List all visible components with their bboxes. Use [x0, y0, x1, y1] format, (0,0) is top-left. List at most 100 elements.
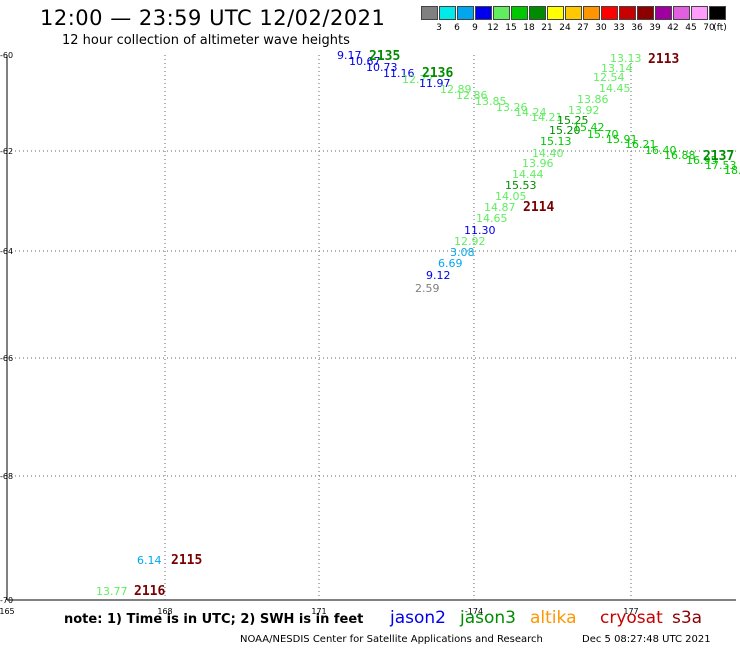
lon-label: -174 [465, 607, 483, 616]
scale-label: 42 [667, 23, 679, 33]
swh-observation-label: 16.95 [686, 154, 718, 167]
credit-line: NOAA/NESDIS Center for Satellite Applica… [240, 634, 543, 645]
scale-swatch [655, 6, 672, 20]
pass-id-label: 2113 [648, 52, 679, 67]
scale-label: 6 [454, 23, 460, 33]
swh-observation-label: 13.92 [568, 104, 600, 117]
scale-label: 45 [685, 23, 697, 33]
page-subtitle: 12 hour collection of altimeter wave hei… [62, 33, 350, 48]
swh-observation-label: 14.05 [495, 190, 527, 203]
scale-label: 27 [577, 23, 589, 33]
satellite-cryosat: cryosat [600, 608, 663, 628]
scale-label: 24 [559, 23, 571, 33]
scale-label: 3 [436, 23, 442, 33]
swh-observation-label: 14.40 [532, 147, 564, 160]
lon-label: 168 [157, 607, 172, 616]
lat-label: -70 [0, 596, 13, 605]
swh-observation-label: 6.14 [137, 554, 162, 567]
swh-observation-label: 13.85 [475, 95, 507, 108]
scale-swatch [601, 6, 618, 20]
scale-swatch [547, 6, 564, 20]
swh-observation-label: 12.54 [593, 71, 625, 84]
lat-label: -60 [0, 51, 13, 60]
pass-id-label: 2114 [523, 200, 554, 215]
swh-observation-label: 14.21 [531, 111, 563, 124]
swh-observation-label: 2.59 [415, 282, 440, 295]
scale-swatch [529, 6, 546, 20]
scale-swatch [457, 6, 474, 20]
swh-observation-label: 9.12 [426, 269, 451, 282]
generated-timestamp: Dec 5 08:27:48 UTC 2021 [582, 634, 711, 645]
swh-observation-label: 11.16 [383, 67, 415, 80]
scale-label: 30 [595, 23, 607, 33]
page-title: 12:00 — 23:59 UTC 12/02/2021 [40, 6, 386, 30]
scale-label: 39 [649, 23, 661, 33]
swh-observation-label: 14.65 [476, 212, 508, 225]
footer-note: note: 1) Time is in UTC; 2) SWH is in fe… [64, 612, 364, 627]
swh-observation-label: 15.25 [557, 114, 589, 127]
scale-swatch [475, 6, 492, 20]
pass-id-label: 2116 [134, 584, 165, 599]
swh-observation-label: 14.45 [599, 82, 631, 95]
scale-label: 21 [541, 23, 553, 33]
swh-observation-label: 12.92 [454, 235, 486, 248]
swh-observation-label: 18. [724, 164, 740, 177]
swh-observation-label: 15.70 [587, 128, 619, 141]
scale-swatch [673, 6, 690, 20]
swh-observation-label: 11.30 [464, 224, 496, 237]
lat-label: -62 [0, 147, 13, 156]
swh-observation-label: 13.13 [610, 52, 642, 65]
swh-observation-label: 13.14 [601, 62, 633, 75]
satellite-jason3: jason3 [460, 608, 516, 628]
scale-swatch [421, 6, 438, 20]
swh-observation-label: 13.86 [577, 93, 609, 106]
scale-label: 9 [472, 23, 478, 33]
swh-observation-label: 12.86 [456, 89, 488, 102]
lat-label: -64 [0, 247, 13, 256]
swh-observation-label: 15.42 [573, 121, 605, 134]
swh-observation-label: 15.13 [540, 135, 572, 148]
lon-label: 165 [0, 607, 15, 616]
scale-label: 18 [523, 23, 535, 33]
swh-observation-label: 12.89 [440, 83, 472, 96]
swh-observation-label: 14.24 [515, 106, 547, 119]
scale-label: 36 [631, 23, 643, 33]
scale-swatch [637, 6, 654, 20]
scale-swatch [709, 6, 726, 20]
satellite-altika: altika [530, 608, 577, 628]
pass-id-label: 2135 [369, 49, 400, 64]
lat-label: -66 [0, 354, 13, 363]
swh-observation-label: 10.73 [366, 61, 398, 74]
swh-observation-label: 11.97 [419, 77, 451, 90]
scale-label: 15 [505, 23, 517, 33]
swh-observation-label: 16.21 [625, 138, 657, 151]
scale-swatch [691, 6, 708, 20]
scale-swatch [619, 6, 636, 20]
scale-label: 12 [487, 23, 499, 33]
swh-observation-label: 17.53 [705, 159, 737, 172]
swh-observation-label: 13.77 [96, 585, 128, 598]
swh-observation-label: 16.88 [664, 149, 696, 162]
scale-swatch [565, 6, 582, 20]
swh-observation-label: 15.91 [606, 133, 638, 146]
swh-observation-label: 10.67 [349, 55, 381, 68]
lon-label: 171 [311, 607, 326, 616]
scale-swatch [583, 6, 600, 20]
pass-id-label: 2136 [422, 66, 453, 81]
swh-observation-label: 12.77 [402, 73, 434, 86]
scale-label: 70 [703, 23, 715, 33]
lon-label: 177 [623, 607, 638, 616]
scale-swatch [511, 6, 528, 20]
pass-id-label: 2115 [171, 553, 202, 568]
swh-observation-label: 6.69 [438, 257, 463, 270]
swh-observation-label: 14.44 [512, 168, 544, 181]
satellite-jason2: jason2 [390, 608, 446, 628]
scale-swatch [439, 6, 456, 20]
swh-observation-label: 15.20 [549, 124, 581, 137]
lat-label: -68 [0, 472, 13, 481]
swh-observation-label: 16.40 [645, 144, 677, 157]
swh-observation-label: 9.17 [337, 49, 362, 62]
swh-observation-label: 13.96 [522, 157, 554, 170]
swh-observation-label: 14.87 [484, 201, 516, 214]
